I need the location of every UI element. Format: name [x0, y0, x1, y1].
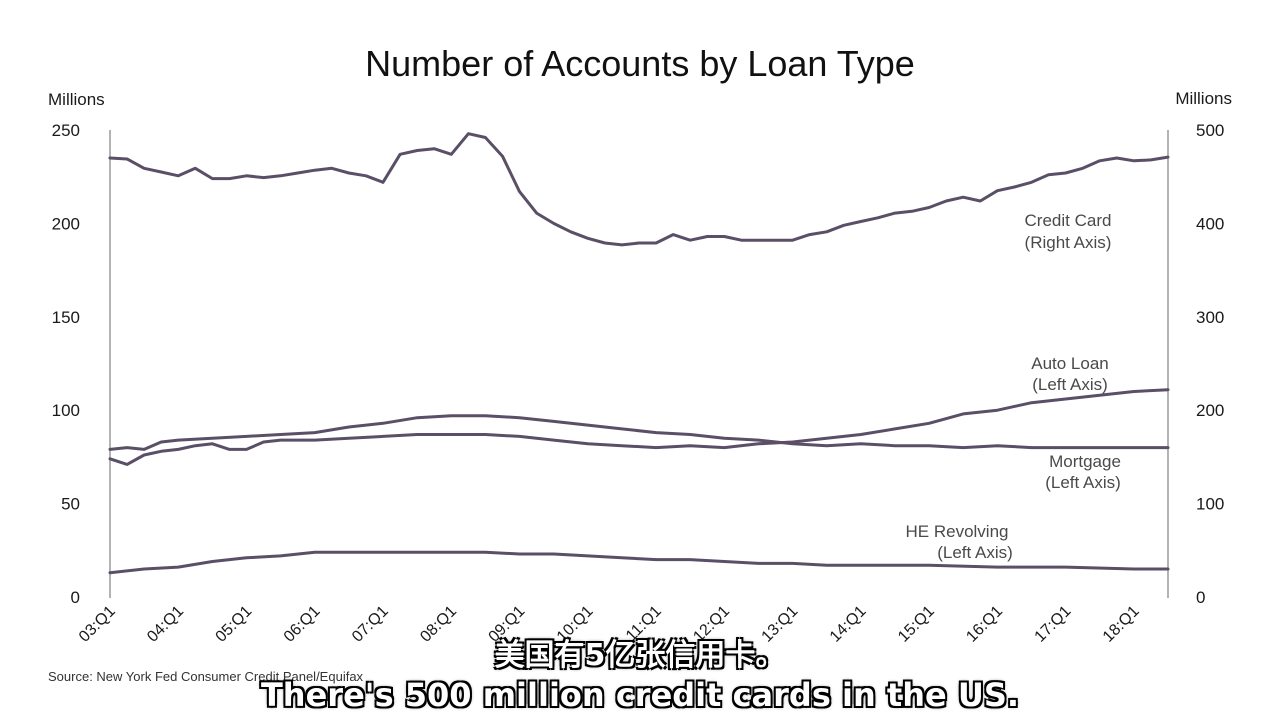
left-tick-label: 100 — [52, 401, 80, 420]
series-line-auto-loan — [108, 388, 1170, 466]
auto-loan-label: Auto Loan — [1031, 354, 1109, 373]
right-tick-label: 300 — [1196, 308, 1224, 327]
series-line-credit-card — [108, 132, 1170, 247]
credit-card-axis-label: (Right Axis) — [1025, 233, 1112, 252]
right-tick-label: 200 — [1196, 401, 1224, 420]
series-line-he-revolving — [108, 550, 1170, 575]
right-tick-label: 0 — [1196, 588, 1205, 607]
left-tick-label: 150 — [52, 308, 80, 327]
chart-title: Number of Accounts by Loan Type — [365, 43, 915, 84]
source-note: Source: New York Fed Consumer Credit Pan… — [48, 669, 364, 684]
auto-loan-axis-label: (Left Axis) — [1032, 375, 1108, 394]
left-tick-label: 50 — [61, 495, 80, 514]
series-lines — [108, 132, 1170, 575]
right-tick-label: 400 — [1196, 214, 1224, 233]
subtitle-english: There's 500 million credit cards in the … — [260, 676, 1020, 714]
he-revolving-axis-label: (Left Axis) — [937, 543, 1013, 562]
right-axis-unit-label: Millions — [1175, 89, 1232, 108]
series-line-mortgage — [108, 414, 1170, 451]
left-tick-label: 250 — [52, 121, 80, 140]
left-tick-label: 200 — [52, 214, 80, 233]
credit-card-label: Credit Card — [1025, 211, 1112, 230]
left-tick-label: 0 — [71, 588, 80, 607]
right-tick-label: 100 — [1196, 495, 1224, 514]
mortgage-label: Mortgage — [1049, 452, 1121, 471]
left-axis-unit-label: Millions — [48, 90, 105, 109]
right-tick-label: 500 — [1196, 121, 1224, 140]
subtitle-chinese: 美国有5亿张信用卡。 — [494, 638, 786, 673]
he-revolving-label: HE Revolving — [906, 522, 1009, 541]
left-axis-ticks: 0 50 100 150 200 250 — [52, 121, 80, 607]
mortgage-axis-label: (Left Axis) — [1045, 473, 1121, 492]
right-axis-ticks: 0 100 200 300 400 500 — [1196, 121, 1224, 607]
